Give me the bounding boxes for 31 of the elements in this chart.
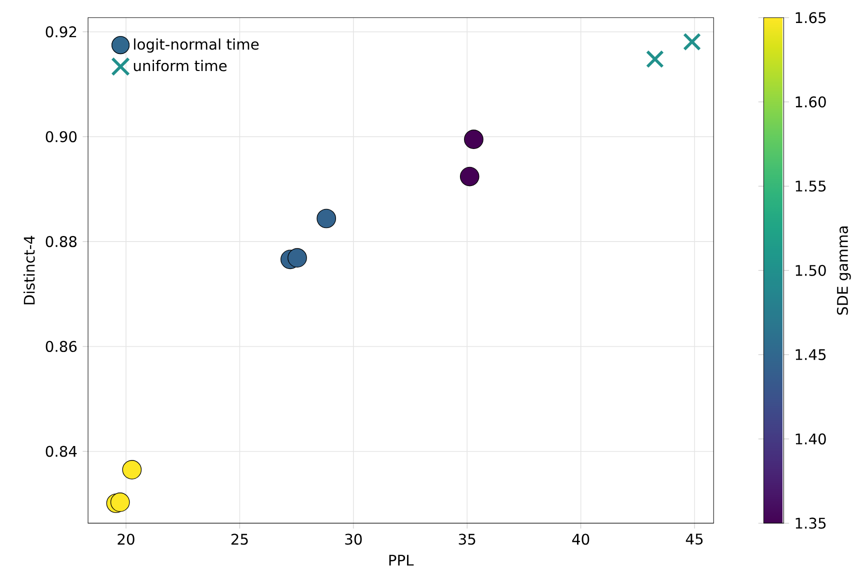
point [316,208,336,228]
point [110,492,130,512]
point [288,248,307,268]
y-tick-label: 0.88 [46,236,77,248]
x-axis-title: PPL [389,554,414,566]
color-bar-label: 1.55 [796,180,826,192]
y-tick-label: 0.86 [46,340,77,352]
y-tick-label: 0.90 [46,131,77,142]
color-bar-label: 1.65 [796,12,826,24]
x-tick-label: 20 [118,534,134,545]
y-tick-label: 0.92 [46,26,76,38]
y-tick-label: 0.84 [46,446,77,457]
point [460,166,480,186]
legend-label: uniform time [134,60,227,72]
x-tick-label: 35 [458,534,476,545]
color-bar-label: 1.60 [796,96,826,108]
color-bar-label: 1.40 [796,433,826,444]
x-tick-label: 40 [572,534,590,545]
point [646,50,664,68]
x-tick-label: 45 [686,534,703,544]
color-bar-label: 1.35 [796,518,826,529]
point [122,460,142,480]
x-tick-label: 30 [345,534,362,545]
point [683,32,702,51]
legend-label: logit-normal time [134,38,259,53]
color-bar-label: 1.50 [796,264,826,276]
x-tick-label: 25 [231,534,248,545]
color-bar-label: 1.45 [796,349,826,360]
y-axis-title: Distinct-4 [23,236,35,304]
color-bar-title: SDE gamma [836,226,851,315]
point [464,130,484,149]
